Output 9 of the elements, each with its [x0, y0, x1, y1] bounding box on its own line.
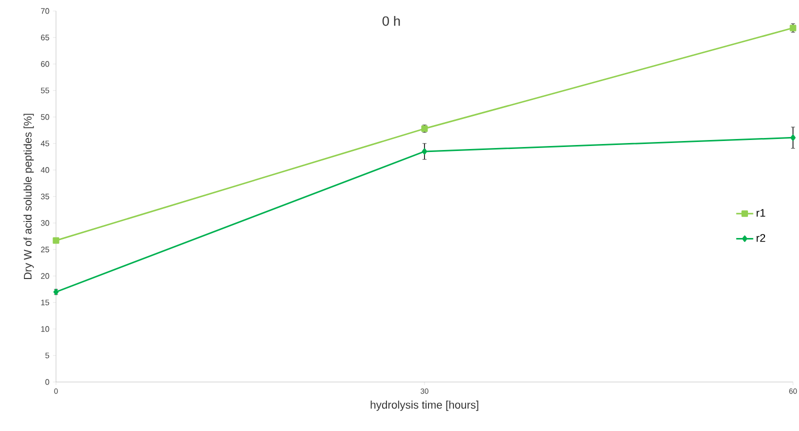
point [53, 288, 59, 296]
point [422, 148, 428, 155]
point [52, 237, 60, 244]
x-axis-title: hydrolysis time [hours] [370, 400, 478, 411]
legend-label: r1 [756, 209, 766, 217]
legend-label: r2 [756, 234, 766, 242]
point [790, 134, 796, 141]
chart-title: 0 h [382, 16, 400, 26]
y-axis-title: Dry W of acid soluble peptides [%] [24, 114, 34, 280]
